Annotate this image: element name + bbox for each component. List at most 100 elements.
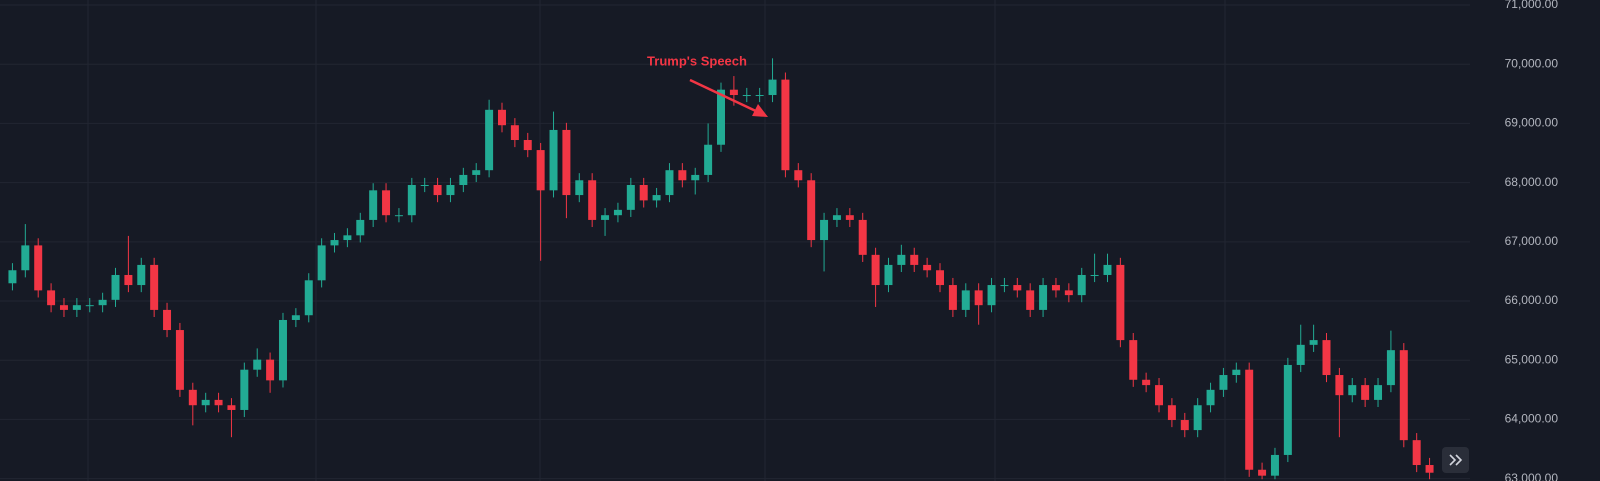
candle-body (1425, 465, 1434, 473)
candle-body (85, 305, 94, 307)
candle-body (1296, 344, 1305, 365)
candle-body (343, 235, 352, 241)
candle-body (1129, 340, 1138, 380)
candle-body (961, 290, 970, 310)
candle-body (1090, 274, 1099, 276)
y-tick-label: 65,000.00 (1505, 352, 1559, 366)
candle-body (1077, 274, 1086, 296)
candle-body (626, 185, 635, 210)
candle-body (407, 185, 416, 216)
arrow-head (752, 104, 768, 117)
scroll-button[interactable] (1442, 447, 1469, 473)
scroll-button-icon (1449, 454, 1463, 466)
candle-body (678, 170, 687, 181)
candle-body (1283, 364, 1292, 455)
candle-body (485, 109, 494, 171)
candle-body (1064, 290, 1073, 296)
candle-body (910, 254, 919, 265)
candle-body (613, 209, 622, 216)
candle-body (639, 185, 648, 201)
candle-body (1180, 420, 1189, 431)
y-tick-label: 69,000.00 (1505, 116, 1559, 130)
candle-body (356, 219, 365, 236)
candle-body (1335, 375, 1344, 396)
candle-body (317, 245, 326, 281)
candle-body (1026, 290, 1035, 310)
candle-body (510, 125, 519, 141)
candle-body (253, 359, 262, 370)
candle-body (652, 195, 661, 201)
candle-body (1309, 340, 1318, 345)
candle-body (575, 180, 584, 196)
candle-body (72, 305, 81, 310)
candle-body (472, 170, 481, 175)
candle-body (1051, 285, 1060, 291)
candle-body (188, 389, 197, 406)
candle-body (1322, 340, 1331, 376)
y-tick-label: 71,000.00 (1505, 0, 1559, 11)
candle-body (858, 219, 867, 255)
candle-body (948, 285, 957, 310)
candle-body (884, 264, 893, 286)
candle-body (923, 264, 932, 271)
candle-body (1348, 385, 1357, 396)
candle-body (523, 140, 532, 151)
arrow-shaft (689, 78, 761, 115)
candle-body (781, 79, 790, 171)
candle-body (1219, 375, 1228, 390)
candle-body (1386, 350, 1395, 386)
candle-body (1361, 385, 1370, 400)
candle-body (717, 89, 725, 145)
candle-body (382, 190, 391, 216)
candle-body (755, 95, 764, 97)
candle-body (1013, 285, 1022, 291)
candle-body (59, 305, 68, 310)
candle-body (1245, 369, 1254, 470)
candle-body (8, 270, 17, 284)
candle-body (832, 215, 841, 220)
candle-body (704, 144, 713, 175)
candle-body (536, 150, 545, 191)
candle-body (820, 219, 829, 241)
candle-body (691, 174, 700, 181)
candle-body (1116, 264, 1125, 341)
candle-body (1167, 405, 1176, 421)
candle-body (446, 185, 455, 196)
candle-body (665, 170, 674, 196)
candle-body (1258, 469, 1267, 476)
candle-body (330, 240, 339, 246)
candle-body (897, 254, 906, 265)
candle-body (845, 215, 854, 220)
y-tick-label: 67,000.00 (1505, 234, 1559, 248)
candle-body (729, 89, 738, 96)
candle-body (21, 245, 30, 271)
candle-body (1155, 385, 1164, 406)
candle-body (459, 174, 468, 185)
candle-body (34, 245, 43, 291)
candle-body (214, 399, 223, 406)
candle-body (227, 405, 236, 410)
candle-body (369, 190, 378, 220)
candle-body (304, 280, 313, 316)
candle-body (742, 95, 751, 97)
candle-body (497, 109, 506, 126)
candle-body (1232, 369, 1241, 376)
y-tick-label: 70,000.00 (1505, 56, 1559, 70)
annotation: Trump's Speech (647, 53, 747, 68)
time-grid (87, 0, 1226, 481)
y-tick-label: 66,000.00 (1505, 293, 1559, 307)
y-tick-label: 68,000.00 (1505, 175, 1559, 189)
candle-body (137, 264, 146, 286)
candle-body (1399, 350, 1408, 441)
candle-body (433, 185, 442, 196)
candle-body (562, 129, 571, 196)
candle-body (974, 290, 983, 306)
candle-body (111, 274, 120, 300)
candle-body (1193, 405, 1202, 431)
candle-body (175, 330, 184, 390)
candle-body (420, 185, 429, 186)
candle-body (1039, 285, 1048, 310)
candle-body (47, 290, 56, 306)
candle-body (588, 180, 597, 220)
